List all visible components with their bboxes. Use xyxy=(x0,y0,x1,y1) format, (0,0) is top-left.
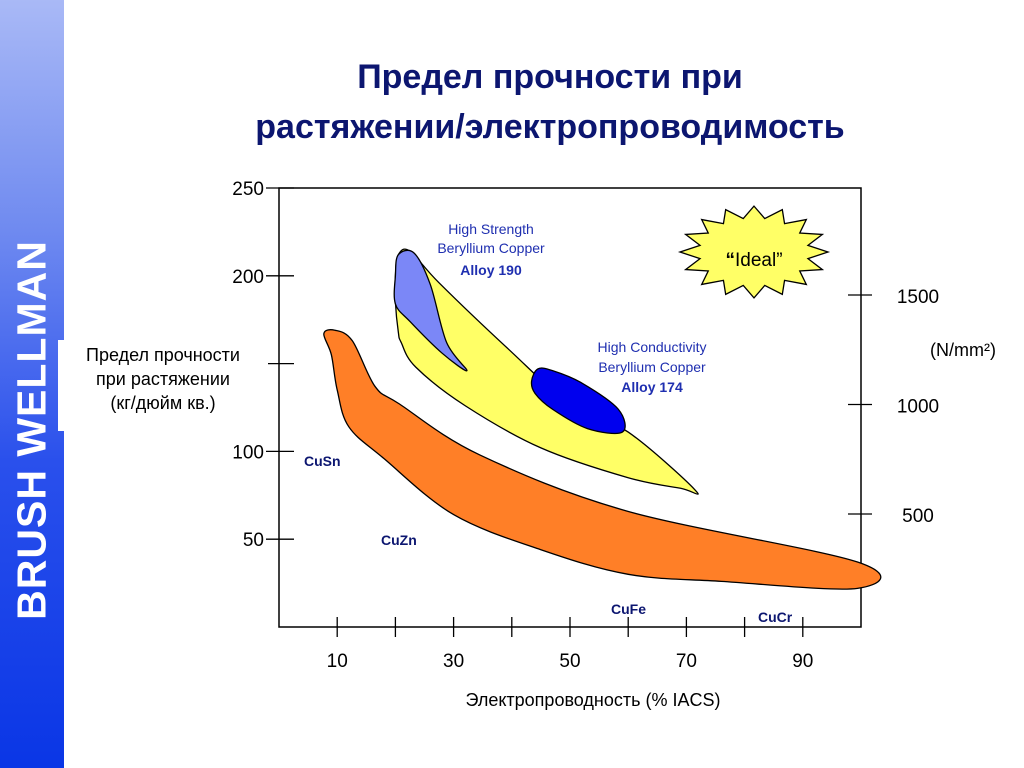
y-left-tick-label: 200 xyxy=(232,267,264,288)
alloy190-line-3: Alloy 190 xyxy=(460,262,522,278)
ideal-label: “Ideal” xyxy=(725,250,782,271)
alloy190-line-1: High Strength xyxy=(448,221,534,237)
region-alloy-174 xyxy=(530,367,626,435)
x-tick-label: 90 xyxy=(792,651,813,672)
x-tick-label: 10 xyxy=(327,651,348,672)
right-axis-unit: (N/mm²) xyxy=(930,340,996,360)
x-tick-label: 50 xyxy=(559,651,580,672)
x-tick-label: 70 xyxy=(676,651,697,672)
y-left-tick-label: 50 xyxy=(243,530,264,551)
regions-group xyxy=(323,248,882,590)
alloy174-line-1: High Conductivity xyxy=(598,339,707,355)
title-line-2: растяжении/электропроводимость xyxy=(255,108,845,146)
ideal-star-icon xyxy=(677,205,831,299)
alloy190-line-2: Beryllium Copper xyxy=(437,240,545,256)
region-cu-alloys xyxy=(323,329,882,590)
title-line-1: Предел прочности при xyxy=(357,58,743,96)
region-alloy-190 xyxy=(393,249,468,372)
y-right-tick-label: 1000 xyxy=(897,397,939,418)
y-axis-label: Предел прочности при растяжении (кг/дюйм… xyxy=(58,340,268,431)
label-cufe: CuFe xyxy=(611,601,646,617)
y-axis-label-line-3: (кг/дюйм кв.) xyxy=(110,393,216,413)
ticks-group: 50 100 200 250 500 1000 1500 10 30 50 70 90 xyxy=(232,179,939,672)
y-left-tick-label: 100 xyxy=(232,442,264,463)
y-left-tick-label: 250 xyxy=(232,179,264,200)
page-title: Предел прочности при растяжении/электроп… xyxy=(140,52,960,152)
y-axis-label-line-1: Предел прочности xyxy=(86,345,240,365)
label-cuzn: CuZn xyxy=(381,532,417,548)
label-cucr: CuCr xyxy=(758,609,793,625)
x-tick-label: 30 xyxy=(443,651,464,672)
y-axis-label-line-2: при растяжении xyxy=(96,369,230,389)
alloy174-line-3: Alloy 174 xyxy=(621,379,683,395)
label-cusn: CuSn xyxy=(304,453,341,469)
y-right-tick-label: 500 xyxy=(902,506,934,527)
sidebar-stripe: BRUSH WELLMAN xyxy=(0,0,64,768)
x-axis-label: Электропроводность (% IACS) xyxy=(465,690,720,710)
region-high-strength-band xyxy=(394,248,699,495)
alloy174-line-2: Beryllium Copper xyxy=(598,359,706,375)
y-right-tick-label: 1500 xyxy=(897,287,939,308)
